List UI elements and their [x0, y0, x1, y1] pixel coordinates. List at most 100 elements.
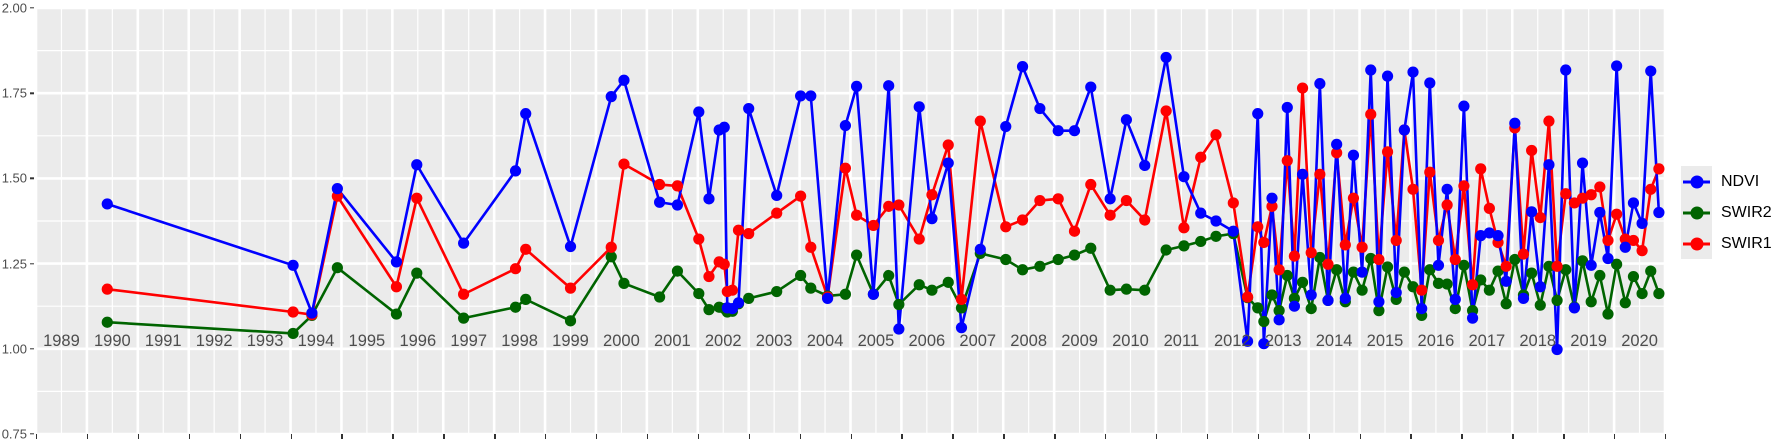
- x-tick-mark: [290, 434, 292, 439]
- data-point: [1526, 206, 1538, 218]
- data-point: [926, 284, 938, 296]
- x-tick-label: 1997: [450, 332, 488, 350]
- legend-item-swir1[interactable]: SWIR1: [1681, 228, 1773, 259]
- data-point: [1475, 230, 1487, 242]
- data-point: [1068, 249, 1081, 261]
- x-tick-mark: [36, 434, 38, 439]
- data-point: [1281, 269, 1293, 282]
- x-tick-mark: [86, 434, 89, 439]
- data-point: [1407, 281, 1419, 293]
- data-point: [1252, 221, 1264, 233]
- data-point: [771, 189, 783, 202]
- data-point: [1052, 125, 1064, 137]
- data-point: [893, 323, 905, 335]
- data-point: [1611, 60, 1623, 72]
- data-point: [1258, 338, 1270, 350]
- data-point: [671, 180, 684, 192]
- data-point: [1611, 258, 1623, 270]
- data-point: [1627, 270, 1640, 283]
- data-point: [1560, 64, 1572, 76]
- data-point: [1034, 260, 1046, 272]
- data-point: [1365, 108, 1377, 120]
- y-axis: 0.75 1.00 1.25 1.50 1.75 2.00: [0, 0, 36, 442]
- data-point: [693, 287, 705, 300]
- data-point: [805, 241, 817, 253]
- data-point: [1517, 248, 1530, 260]
- data-point: [743, 292, 755, 304]
- data-point: [1416, 284, 1428, 296]
- data-point: [913, 279, 925, 291]
- data-point: [1252, 108, 1264, 120]
- data-point: [1517, 292, 1530, 304]
- data-point: [1347, 149, 1360, 161]
- data-point: [1543, 115, 1555, 127]
- data-point: [654, 196, 666, 208]
- x-tick-label: 2020: [1621, 332, 1658, 350]
- data-point: [955, 293, 968, 305]
- data-point: [1227, 197, 1239, 209]
- legend-key-ndvi-icon: [1681, 166, 1712, 197]
- data-point: [564, 282, 577, 294]
- y-tick-label: 1.00: [1, 341, 27, 357]
- data-point: [1085, 178, 1097, 191]
- data-point: [1492, 230, 1504, 242]
- y-tick-label: 1.25: [1, 256, 27, 272]
- data-point: [703, 193, 715, 205]
- x-tick-label: 2002: [704, 332, 742, 350]
- legend-dot-ndvi: [1690, 175, 1703, 188]
- legend-item-swir2[interactable]: SWIR2: [1681, 197, 1773, 228]
- data-point: [331, 183, 343, 195]
- data-point: [1594, 269, 1606, 282]
- x-tick-mark: [1461, 434, 1463, 439]
- data-point: [1619, 241, 1631, 253]
- data-point: [1458, 180, 1470, 192]
- data-point: [458, 288, 470, 300]
- legend-dot-swir1: [1690, 237, 1703, 250]
- data-point: [287, 327, 299, 340]
- data-point: [1373, 296, 1385, 308]
- x-tick-label: 1999: [552, 332, 589, 350]
- x-tick-label: 2006: [908, 332, 946, 350]
- data-point: [839, 119, 852, 132]
- x-tick-mark: [1054, 434, 1056, 439]
- data-point: [1585, 259, 1597, 271]
- x-tick-mark: [1155, 434, 1158, 439]
- data-point: [1178, 171, 1190, 183]
- plot-panel: [36, 8, 1665, 434]
- x-tick-label: 1998: [501, 332, 538, 350]
- data-layer: [101, 51, 1665, 356]
- y-tick-mark: [30, 177, 34, 180]
- data-point: [1104, 284, 1116, 296]
- data-point: [1483, 227, 1495, 239]
- y-tick-label: 0.75: [1, 426, 27, 442]
- data-point: [101, 283, 113, 295]
- data-point: [726, 284, 739, 296]
- data-point: [390, 281, 403, 293]
- legend-dot-swir2: [1690, 206, 1703, 219]
- data-point: [1585, 189, 1597, 201]
- data-point: [618, 74, 630, 86]
- data-point: [1288, 292, 1300, 304]
- data-point: [287, 259, 299, 271]
- data-point: [1139, 159, 1151, 172]
- data-point: [1296, 276, 1309, 288]
- data-point: [1016, 264, 1029, 276]
- series-points-swir1: [101, 82, 1665, 321]
- x-tick-label: 2012: [1213, 332, 1251, 350]
- x-tick-label: 2017: [1468, 332, 1506, 350]
- x-tick-label: 2019: [1570, 332, 1607, 350]
- data-point: [955, 322, 968, 334]
- data-point: [1373, 253, 1385, 266]
- data-point: [1611, 208, 1623, 220]
- data-point: [1543, 159, 1555, 171]
- x-tick-label: 1996: [399, 332, 437, 350]
- data-point: [1568, 197, 1580, 209]
- data-point: [926, 213, 938, 225]
- x-tick-mark: [799, 434, 801, 439]
- data-point: [1441, 183, 1453, 195]
- data-point: [1594, 181, 1606, 193]
- legend-item-ndvi[interactable]: NDVI: [1681, 166, 1773, 197]
- x-tick-label: 1994: [297, 332, 335, 350]
- x-tick-label: 1992: [195, 332, 233, 350]
- data-point: [671, 199, 684, 211]
